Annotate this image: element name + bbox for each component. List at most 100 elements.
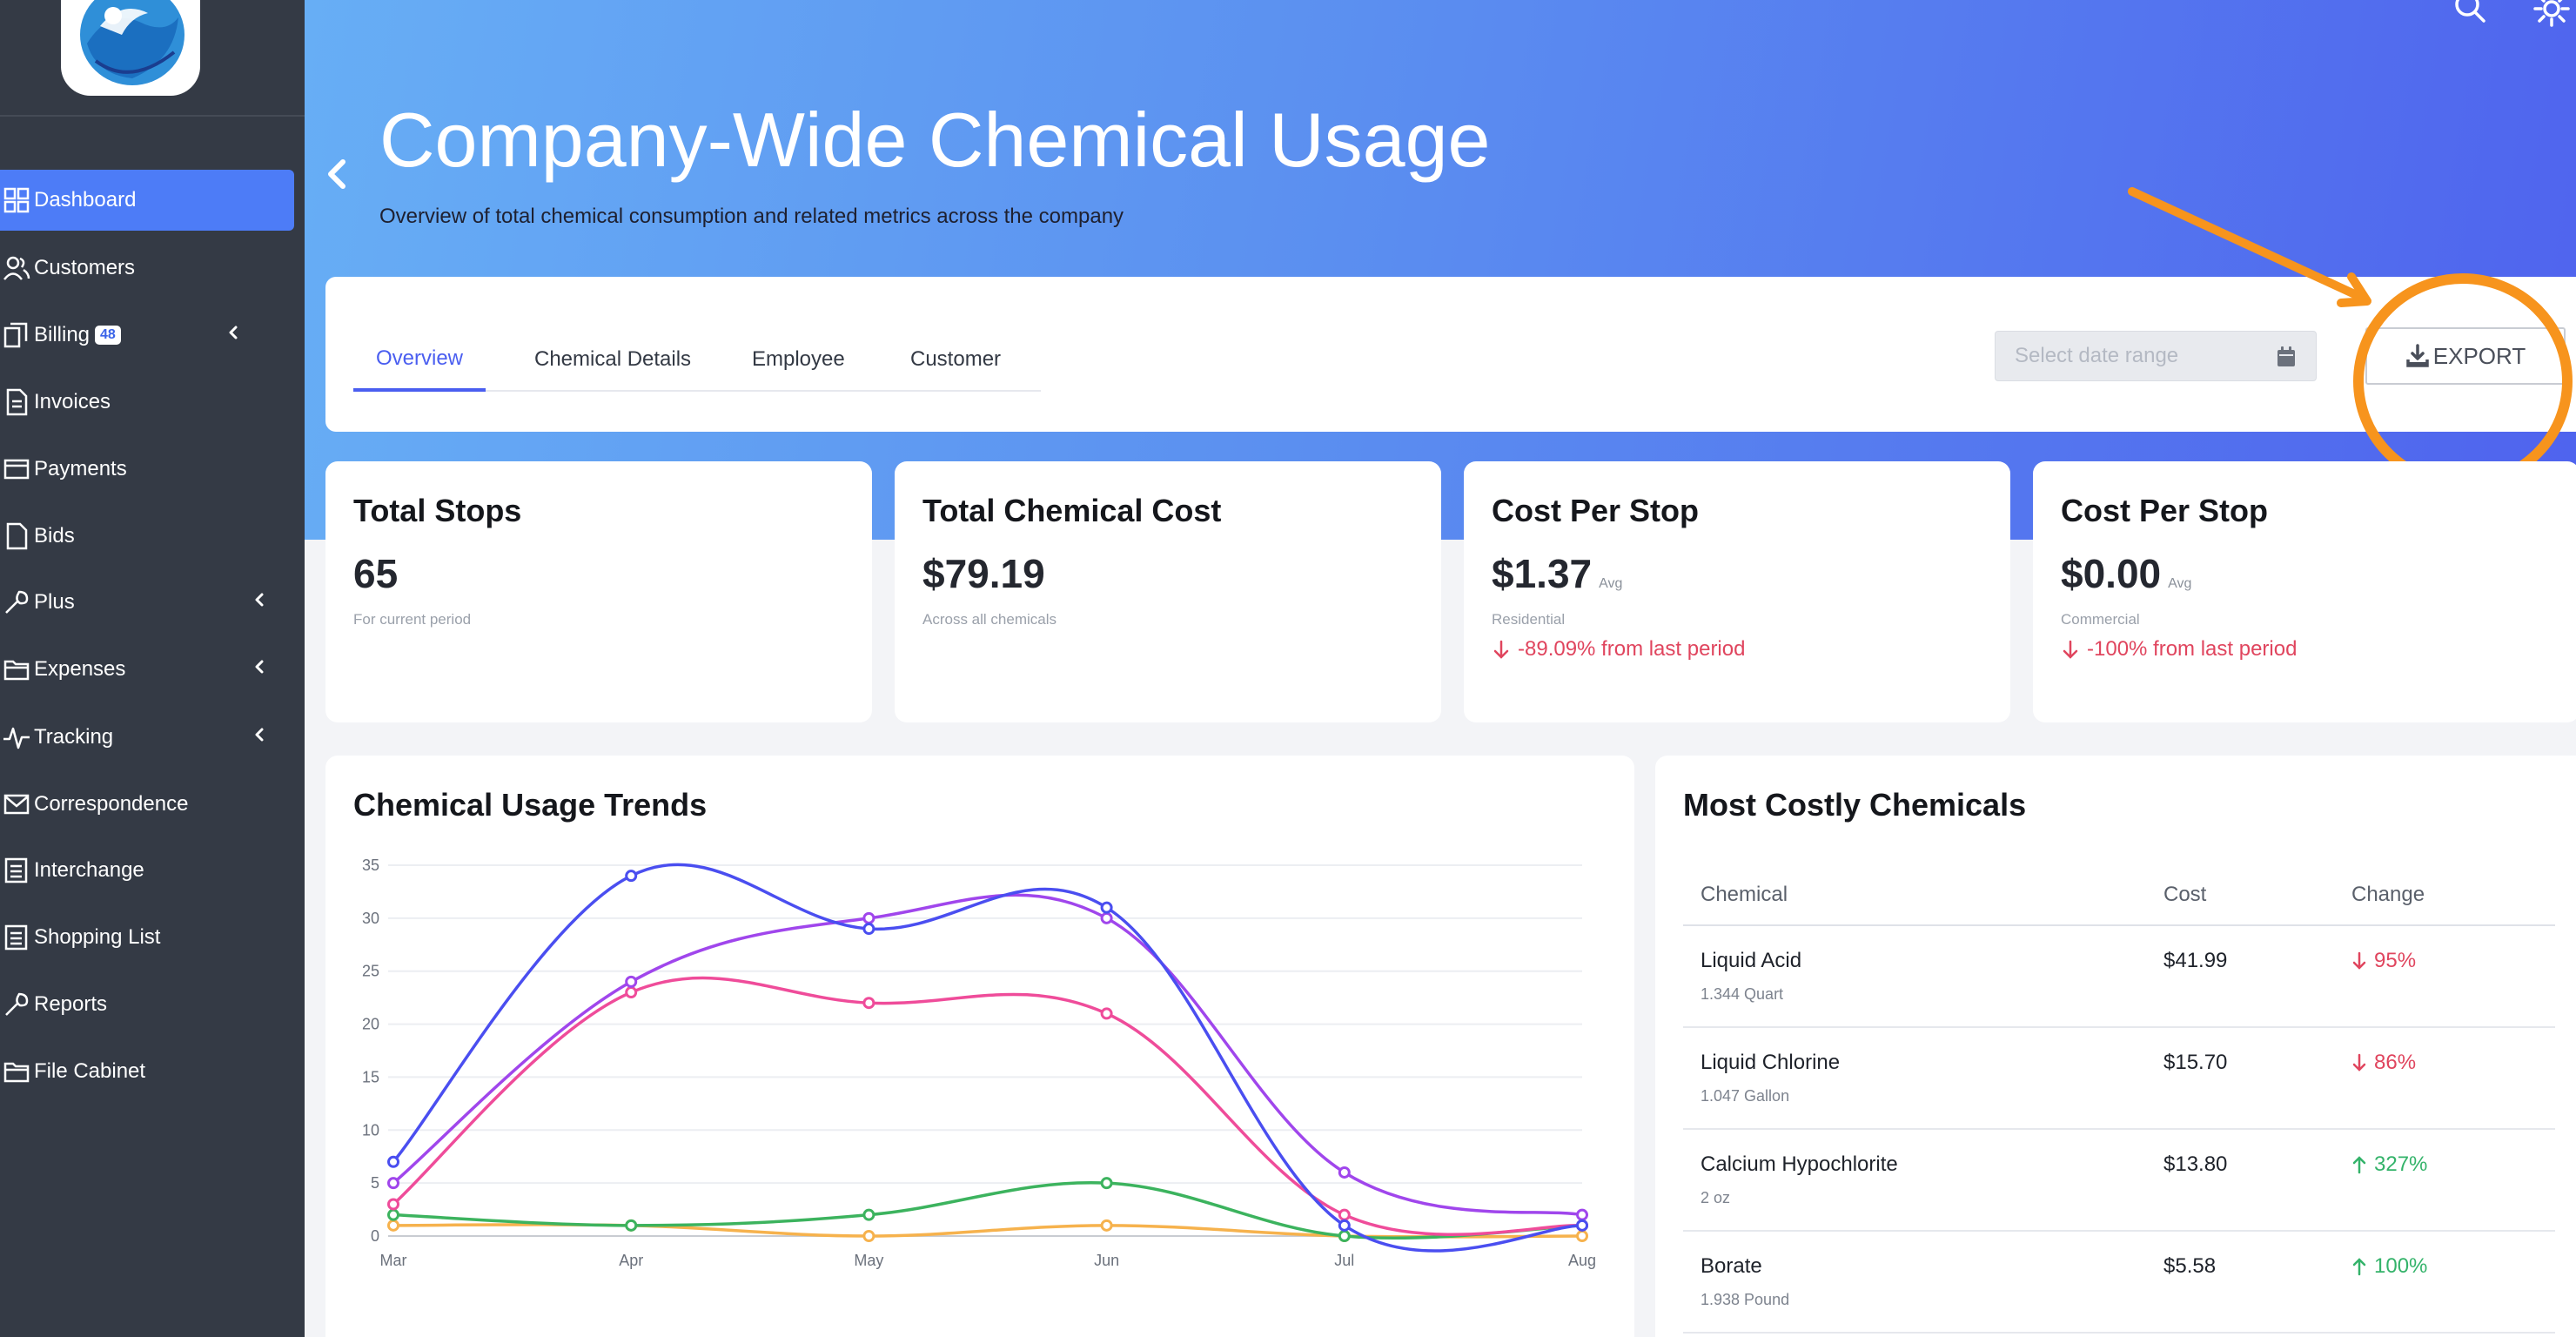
- chemical-name: Calcium Hypochlorite: [1701, 1152, 1898, 1176]
- chart-card: Chemical Usage Trends 0 5 10 15 20 25 30 35 Mar A…: [325, 756, 1634, 1337]
- series-line: [392, 1180, 1583, 1240]
- costly-chemicals-card: Most Costly Chemicals Chemical Cost Chan…: [1655, 756, 2576, 1337]
- table-header-row: Chemical Cost Change: [1683, 862, 2555, 926]
- data-point: [625, 870, 638, 883]
- page-subtitle: Overview of total chemical consumption a…: [379, 205, 1124, 228]
- export-button[interactable]: EXPORT: [2365, 327, 2566, 385]
- sidebar-item-plus[interactable]: Plus: [0, 572, 294, 633]
- chevron-left-icon[interactable]: [249, 656, 270, 677]
- sidebar-item-shopping-list[interactable]: Shopping List: [0, 907, 294, 968]
- chemical-change-value: 327%: [2374, 1152, 2428, 1176]
- table-row: Calcium Hypochlorite 2 oz $13.80 327%: [1683, 1130, 2555, 1232]
- data-point: [387, 1208, 399, 1221]
- x-tick-label: Jun: [1094, 1252, 1119, 1269]
- y-tick-label: 0: [371, 1227, 379, 1245]
- payments-icon: [0, 453, 33, 486]
- stat-card-cost-per-stop-residential: Cost Per Stop $1.37 Avg Residential -89.0…: [1464, 461, 2010, 722]
- date-range-picker[interactable]: [1995, 331, 2317, 381]
- chemical-name: Borate: [1701, 1254, 1762, 1278]
- table-row: Liquid Chlorine 1.047 Gallon $15.70 86%: [1683, 1028, 2555, 1130]
- logo[interactable]: [61, 0, 200, 96]
- x-tick-label: Mar: [380, 1252, 407, 1269]
- chevron-left-icon[interactable]: [223, 322, 244, 343]
- chemical-cost: $15.70: [2163, 1051, 2228, 1074]
- sidebar-item-label: Bids: [34, 524, 75, 548]
- stat-caption: For current period: [353, 611, 472, 628]
- list-icon: [0, 921, 33, 954]
- data-point: [862, 911, 875, 924]
- arrow-down-icon: [1493, 640, 1509, 659]
- tab-employee[interactable]: Employee: [752, 347, 845, 371]
- chemicals-table: Chemical Cost Change Liquid Acid 1.344 Qu…: [1683, 862, 2555, 1334]
- stat-unit: Avg: [1599, 576, 1623, 591]
- sidebar-item-label: Shopping List: [34, 925, 161, 949]
- sidebar-item-correspondence[interactable]: Correspondence: [0, 774, 294, 835]
- stat-unit: Avg: [2168, 576, 2192, 591]
- search-icon[interactable]: [2452, 0, 2487, 24]
- sidebar-item-invoices[interactable]: Invoices: [0, 372, 294, 433]
- date-range-input[interactable]: [1996, 332, 2316, 380]
- sidebar-item-label: Tracking: [34, 725, 114, 749]
- stat-title: Total Chemical Cost: [922, 493, 1222, 528]
- data-point: [862, 997, 875, 1010]
- page-title: Company-Wide Chemical Usage: [379, 97, 1491, 183]
- dashboard-icon: [0, 184, 33, 217]
- stat-caption: Across all chemicals: [922, 611, 1057, 628]
- data-point: [387, 1219, 399, 1232]
- stat-caption: Residential: [1492, 611, 1566, 628]
- chemical-name: Liquid Chlorine: [1701, 1051, 1841, 1074]
- table-title: Most Costly Chemicals: [1683, 787, 2027, 823]
- wrench-icon: [0, 988, 33, 1021]
- sidebar-item-dashboard[interactable]: Dashboard: [0, 170, 294, 231]
- stat-change: -89.09% from last period: [1492, 637, 1745, 662]
- sidebar: Dashboard Customers Billing 48 Invoices Payme…: [0, 0, 305, 1337]
- y-tick-label: 10: [362, 1121, 379, 1139]
- page-header: [305, 0, 2576, 540]
- sidebar-item-billing[interactable]: Billing 48: [0, 305, 294, 366]
- sidebar-item-payments[interactable]: Payments: [0, 439, 294, 500]
- data-point: [1338, 1166, 1351, 1179]
- sidebar-item-interchange[interactable]: Interchange: [0, 840, 294, 901]
- folder-icon: [0, 653, 33, 686]
- data-point: [387, 1198, 399, 1211]
- arrow-up-icon: [2352, 1156, 2366, 1174]
- chevron-left-icon[interactable]: [249, 589, 270, 610]
- sidebar-item-label: Payments: [34, 457, 127, 480]
- gear-icon[interactable]: [2532, 0, 2571, 28]
- chemical-change: 327%: [2351, 1152, 2427, 1177]
- back-chevron-icon[interactable]: [324, 157, 350, 191]
- calendar-icon[interactable]: [2276, 346, 2297, 368]
- sidebar-item-label: Customers: [34, 256, 136, 279]
- sidebar-item-reports[interactable]: Reports: [0, 974, 294, 1035]
- series-line: [392, 863, 1583, 1253]
- data-point: [1100, 911, 1113, 924]
- billing-icon: [0, 319, 33, 352]
- chemical-change-value: 86%: [2374, 1051, 2417, 1074]
- sidebar-item-file-cabinet[interactable]: File Cabinet: [0, 1041, 294, 1102]
- folder-icon: [0, 1055, 33, 1088]
- sidebar-item-label: Interchange: [34, 858, 144, 882]
- chemical-cost: $41.99: [2163, 949, 2228, 972]
- stat-card-total-stops: Total Stops 65 For current period: [325, 461, 872, 722]
- column-header-change: Change: [2351, 883, 2425, 906]
- table-row: Liquid Acid 1.344 Quart $41.99 95%: [1683, 926, 2555, 1028]
- sidebar-item-expenses[interactable]: Expenses: [0, 639, 294, 700]
- sidebar-item-bids[interactable]: Bids: [0, 506, 294, 567]
- tab-chemical-details[interactable]: Chemical Details: [534, 347, 692, 371]
- chemical-change-value: 95%: [2374, 949, 2417, 972]
- sidebar-item-customers[interactable]: Customers: [0, 238, 294, 299]
- stat-caption: Commercial: [2061, 611, 2140, 628]
- tab-customer[interactable]: Customer: [910, 347, 1002, 371]
- tab-overview[interactable]: Overview: [353, 329, 486, 392]
- stat-title: Total Stops: [353, 493, 522, 528]
- sidebar-item-tracking[interactable]: Tracking: [0, 707, 294, 768]
- data-point: [862, 923, 875, 936]
- series-line: [392, 893, 1583, 1217]
- stat-title: Cost Per Stop: [2061, 493, 2269, 528]
- chemical-cost: $13.80: [2163, 1152, 2228, 1176]
- x-tick-label: May: [854, 1252, 883, 1269]
- y-tick-label: 35: [362, 857, 379, 874]
- pulse-icon: [0, 721, 33, 754]
- chevron-left-icon[interactable]: [249, 724, 270, 745]
- arrow-up-icon: [2352, 1258, 2366, 1276]
